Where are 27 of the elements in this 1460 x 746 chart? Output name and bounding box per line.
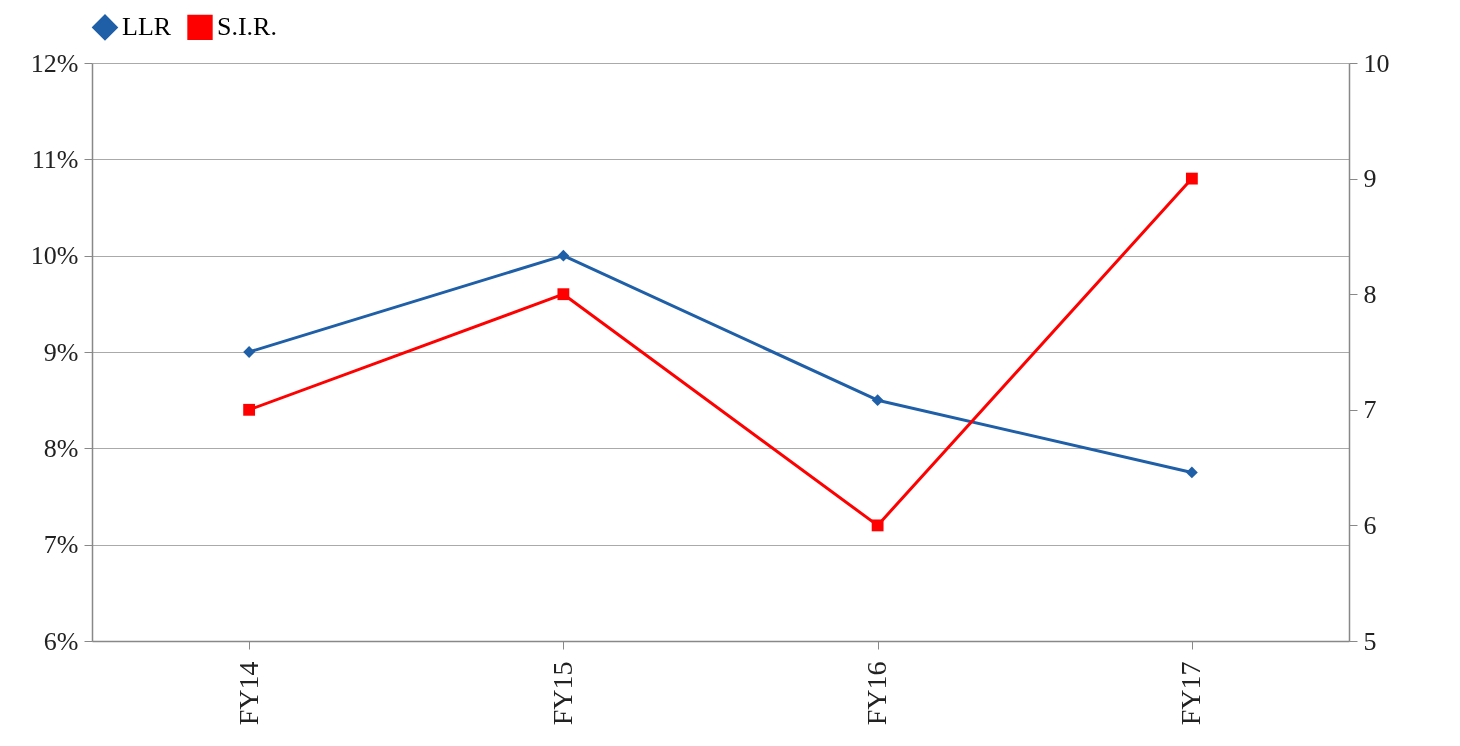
- y2-tick-label: 10: [1363, 48, 1390, 78]
- y2-tick-label: 5: [1363, 626, 1377, 656]
- point: [243, 403, 256, 416]
- y2-tick-label: 8: [1363, 279, 1377, 309]
- point: [1185, 466, 1198, 479]
- point: [1185, 172, 1198, 185]
- legend-label: LLR: [122, 12, 172, 42]
- x-tick-label: FY17: [1175, 661, 1207, 726]
- y-tick-label: 6%: [43, 626, 79, 656]
- x-tick-label: FY16: [861, 661, 893, 726]
- y2-tick-label: 9: [1363, 164, 1377, 194]
- y-tick-label: 12%: [30, 48, 79, 78]
- point: [243, 346, 256, 358]
- y-tick-label: 9%: [43, 337, 79, 367]
- point: [557, 249, 570, 262]
- point: [871, 394, 884, 407]
- y-tick-label: 11%: [31, 144, 79, 174]
- x-tick-label: FY14: [232, 661, 264, 726]
- x-tick-label: FY15: [546, 661, 578, 726]
- point: [871, 519, 884, 532]
- y2-tick-label: 7: [1363, 395, 1377, 425]
- point: [557, 288, 570, 301]
- legend-label: S.I.R.: [217, 12, 277, 42]
- y-tick-label: 7%: [43, 530, 79, 560]
- y2-tick-label: 6: [1363, 510, 1377, 540]
- y-tick-label: 8%: [43, 433, 79, 463]
- y-tick-label: 10%: [30, 241, 79, 271]
